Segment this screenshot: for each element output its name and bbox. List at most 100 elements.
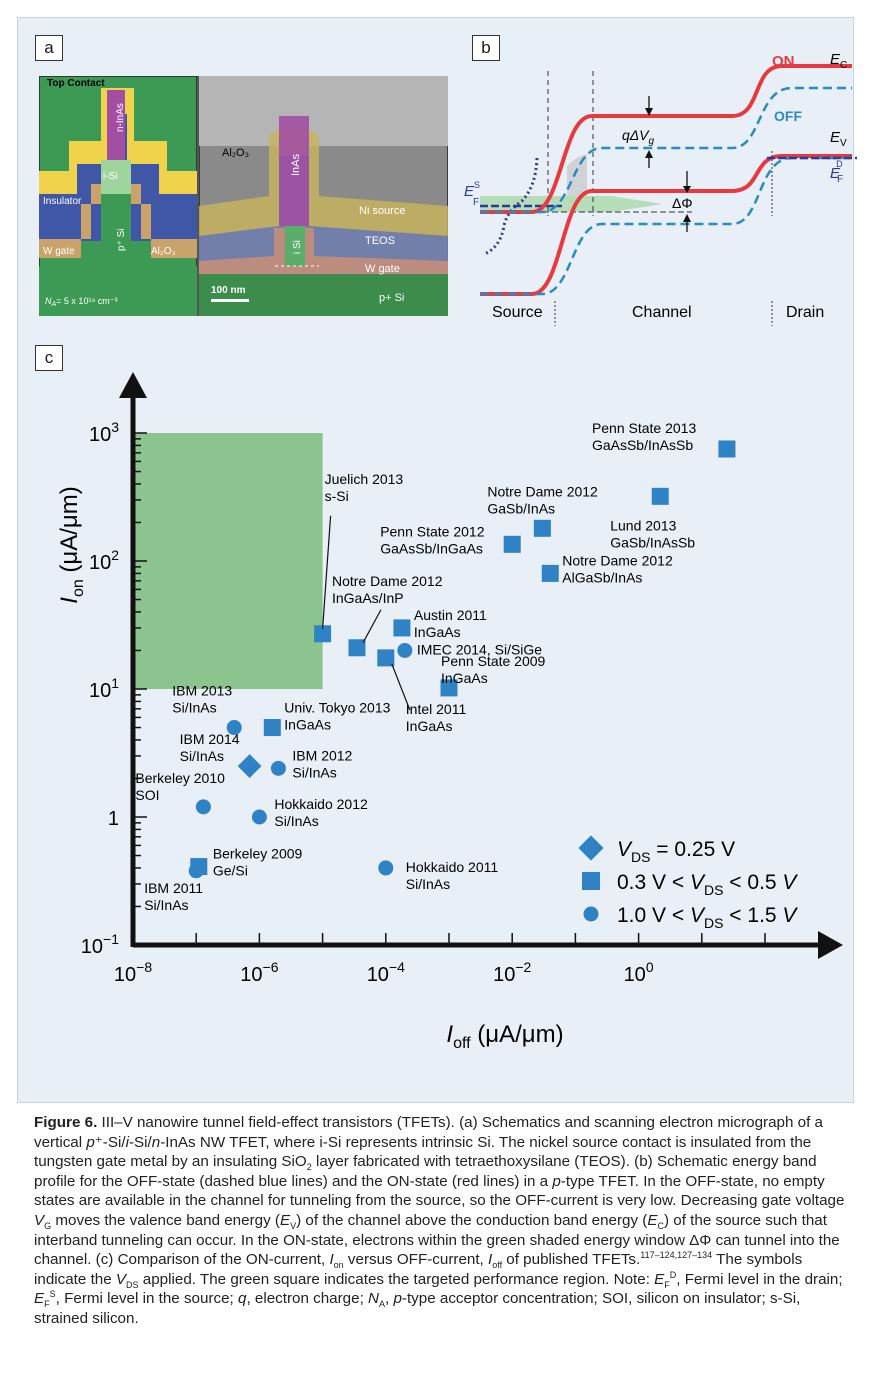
data-point-square — [503, 535, 521, 553]
data-point-label: Notre Dame 2012 GaSb/InAs — [487, 483, 598, 516]
panel-c: 10−8 10−6 10−4 10−2 100 10−1 1 101 102 103 Penn St… — [35, 340, 860, 1060]
data-point-label: Hokkaido 2012 Si/InAs — [274, 796, 368, 829]
channel-label: Channel — [632, 304, 692, 321]
ef-source-label: ES F — [464, 180, 480, 208]
data-point-square — [533, 519, 551, 537]
legend-marker-diamond — [578, 835, 604, 861]
energy-window — [480, 196, 662, 212]
data-point-label: IBM 2012 Si/InAs — [292, 747, 352, 780]
teos-label: TEOS — [365, 235, 395, 247]
panel-b: ON OFF EC EV EFD ES F qΔVg ΔΦ Source Chan… — [462, 36, 862, 326]
w-gate-sem-label: W gate — [365, 263, 400, 275]
data-point-circle — [226, 720, 242, 736]
scale-bar — [211, 299, 249, 302]
al2o3-label: Al₂O₃ — [151, 246, 176, 257]
on-label: ON — [772, 53, 795, 70]
ion-ioff-chart: 10−8 10−6 10−4 10−2 100 10−1 1 101 102 103 Penn St… — [56, 372, 843, 1052]
ev-label: EV — [830, 129, 847, 149]
panel-a-figure: Top Contact n-InAs i-Si p⁺ Si Insulator … — [38, 75, 449, 317]
on-ec-curve — [480, 64, 852, 214]
data-point-square — [314, 625, 332, 643]
data-point-label: IBM 2011 Si/InAs — [144, 880, 203, 913]
data-point-square — [541, 564, 559, 582]
q-delta-vg-label: qΔVg — [622, 127, 655, 147]
data-point-label: Univ. Tokyo 2013 InGaAs — [284, 700, 390, 733]
data-point-label: Austin 2011 InGaAs — [414, 607, 487, 640]
data-point-diamond — [237, 754, 262, 778]
legend-marker-square — [582, 872, 600, 890]
legend-label: 1.0 V < VDS < 1.5 V — [617, 904, 798, 931]
y-tick-label: 101 — [89, 675, 119, 702]
caption-title: Figure 6. — [34, 1114, 98, 1131]
al2o3-sem-label: Al₂O₃ — [222, 147, 249, 159]
off-ev-curve — [480, 156, 852, 296]
ef-drain-label: EFD — [830, 159, 843, 185]
y-axis-arrow — [119, 372, 147, 398]
data-point-square — [440, 679, 458, 697]
data-point-circle — [188, 863, 204, 879]
ef-source-curve — [483, 157, 539, 256]
data-point-square — [718, 440, 736, 458]
scale-bar-label: 100 nm — [211, 285, 246, 296]
target-region — [133, 433, 323, 689]
y-tick-label: 1 — [108, 808, 119, 830]
x-tick-label: 100 — [624, 959, 654, 986]
delta-phi-label: ΔΦ — [672, 195, 693, 211]
drain-label: Drain — [786, 304, 824, 321]
p-si-label: p⁺ Si — [116, 228, 127, 251]
data-point-label: IBM 2013 Si/InAs — [172, 683, 232, 716]
x-tick-label: 10−2 — [493, 959, 531, 986]
device-schematic: Top Contact n-InAs i-Si p⁺ Si Insulator … — [38, 75, 198, 317]
i-si-label: i-Si — [103, 171, 117, 182]
data-point-label: Berkeley 2009 Ge/Si — [213, 846, 303, 879]
na-label: NA= 5 x 10¹⁹ cm⁻³ — [45, 296, 118, 308]
on-ev-curve — [480, 154, 852, 296]
x-tick-label: 10−8 — [114, 959, 152, 986]
sem-micrograph: Al₂O₃ InAs Ni source TEOS i Si W gate p+… — [198, 75, 449, 317]
data-point-label: Penn State 2013 GaAsSb/InAsSb — [592, 420, 697, 453]
data-point-square — [393, 619, 411, 637]
w-gate-label: W gate — [43, 246, 75, 257]
x-tick-label: 10−6 — [240, 959, 278, 986]
data-point-label: Notre Dame 2012 InGaAs/InP — [332, 573, 443, 606]
figure-caption: Figure 6. III–V nanowire tunnel field-ef… — [34, 1114, 845, 1327]
data-point-circle — [251, 809, 267, 825]
leader-line — [362, 609, 382, 644]
x-tick-label: 10−4 — [367, 959, 405, 986]
source-label: Source — [492, 304, 543, 321]
panel-a-label: a — [35, 35, 63, 61]
off-ec-curve — [480, 86, 852, 214]
i-si-sem-label: i Si — [292, 240, 303, 254]
y-tick-label: 10−1 — [81, 931, 119, 958]
data-point-square — [263, 719, 281, 737]
data-point-label: Penn State 2012 GaAsSb/InGaAs — [380, 523, 485, 556]
plot-layer: 10−8 10−6 10−4 10−2 100 10−1 1 101 102 103 Penn St… — [81, 372, 843, 986]
panel-a: Top Contact n-InAs i-Si p⁺ Si Insulator … — [38, 75, 449, 317]
data-point-circle — [397, 642, 413, 658]
data-point-label: Hokkaido 2011 Si/InAs — [406, 859, 499, 892]
data-point-circle — [270, 760, 286, 776]
data-point-square — [377, 649, 395, 667]
y-axis-title: Ion (μA/μm) — [56, 486, 87, 603]
panel-c-label: c — [35, 345, 63, 371]
y-tick-label: 102 — [89, 547, 119, 574]
band-diagram: ON OFF EC EV EFD ES F qΔVg ΔΦ Source Chan… — [464, 51, 857, 326]
top-contact-label: Top Contact — [47, 78, 105, 89]
leader-line — [322, 515, 332, 629]
y-tick-label: 103 — [89, 419, 119, 446]
ni-source-label: Ni source — [359, 205, 405, 217]
data-point-circle — [195, 799, 211, 815]
data-point-label: Notre Dame 2012 AlGaSb/InAs — [562, 552, 673, 585]
data-point-label: IMEC 2014, Si/SiGe — [417, 641, 542, 657]
insulator-label: Insulator — [43, 196, 82, 207]
data-point-label: Intel 2011 InGaAs — [406, 701, 467, 734]
data-point-label: Berkeley 2010 SOI — [135, 770, 225, 803]
ec-label: EC — [830, 51, 847, 71]
leader-line — [391, 663, 411, 711]
p-si-sem-label: p+ Si — [379, 292, 404, 304]
data-point-label: Penn State 2009 InGaAs — [441, 653, 546, 686]
data-point-circle — [378, 860, 394, 876]
data-point-label: Juelich 2013 s-Si — [325, 471, 404, 504]
data-point-label: Lund 2013 GaSb/InAsSb — [610, 517, 695, 550]
panel-b-label: b — [472, 35, 500, 61]
